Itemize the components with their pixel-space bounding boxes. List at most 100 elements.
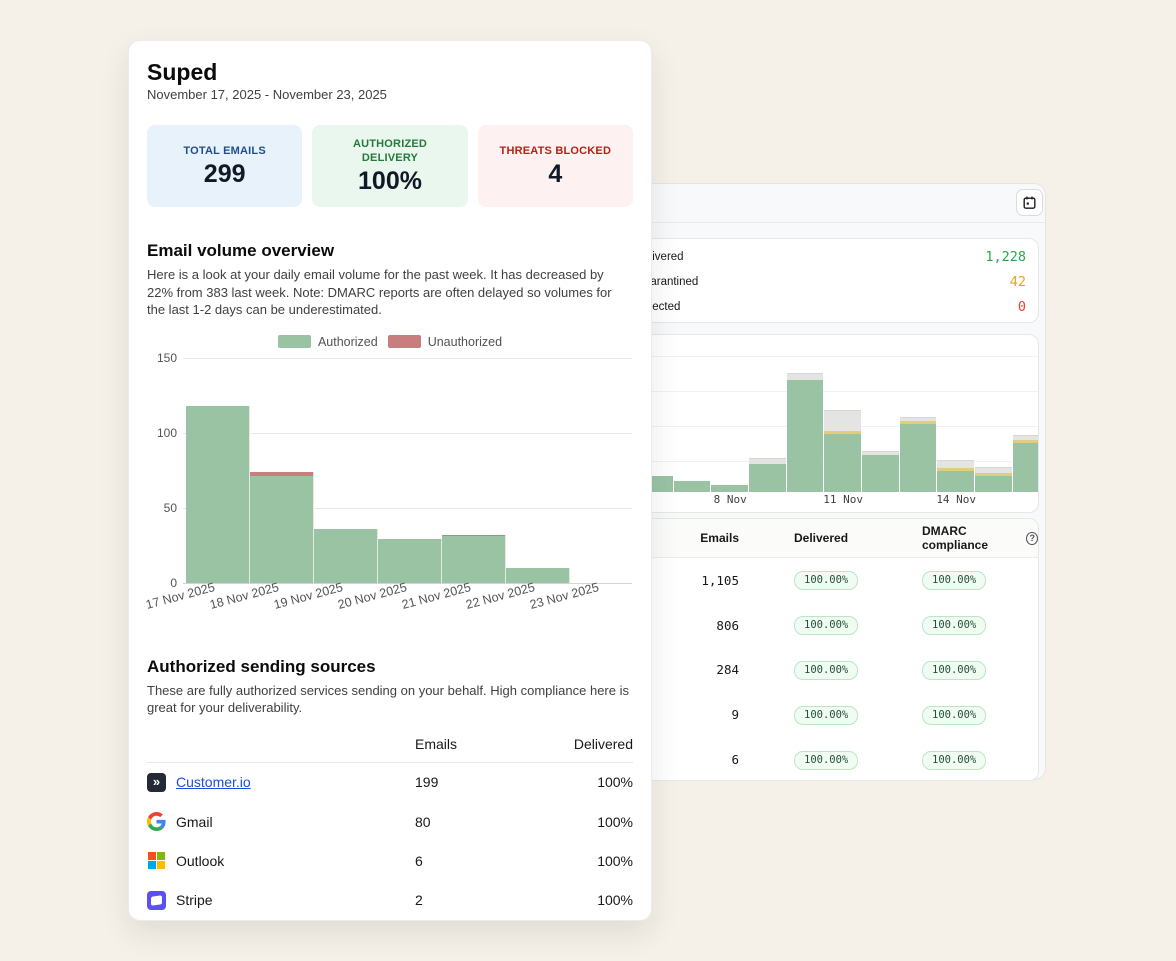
green-segment bbox=[673, 481, 711, 492]
calendar-icon bbox=[1022, 195, 1037, 210]
delivered-badge: 100.00% bbox=[794, 571, 859, 591]
authorized-segment bbox=[506, 567, 570, 583]
volume-bar bbox=[506, 567, 570, 583]
source-name: Outlook bbox=[176, 852, 225, 869]
legend-item-authorized: Authorized bbox=[277, 335, 378, 349]
table-row: 9 100.00% 100.00% bbox=[619, 692, 1038, 738]
volume-bar bbox=[442, 534, 506, 583]
emails-cell: 284 bbox=[716, 662, 739, 678]
dash-volume-bar bbox=[937, 460, 975, 492]
dash-volume-bar bbox=[786, 373, 824, 492]
dash-volume-bar bbox=[824, 410, 861, 492]
x-axis-label: 22 Nov 2025 bbox=[464, 579, 537, 612]
dashboard-chart-plot bbox=[619, 335, 1038, 492]
date-range-button[interactable] bbox=[1016, 189, 1043, 216]
dash-volume-bar bbox=[1012, 435, 1038, 492]
stat-value: 4 bbox=[548, 160, 563, 188]
authorized-segment bbox=[378, 539, 442, 583]
delivered-cell: 100% bbox=[597, 852, 633, 869]
green-segment bbox=[749, 464, 786, 492]
source-cell: Stripe bbox=[147, 890, 397, 910]
gray-segment bbox=[824, 410, 861, 431]
dash-stat-value: 42 bbox=[1009, 273, 1026, 290]
help-icon[interactable]: ? bbox=[1026, 531, 1038, 545]
source-cell: Gmail bbox=[147, 812, 397, 832]
email-volume-chart: 150 100 50 0 17 Nov 2025 18 Nov 2025 19 Nov 20… bbox=[144, 351, 633, 625]
dashboard-chart-x-axis: 8 Nov 11 Nov 14 Nov bbox=[619, 491, 1038, 512]
gmail-icon bbox=[147, 812, 166, 832]
dmarc-cell: 100.00% bbox=[868, 750, 1038, 770]
gridline bbox=[183, 507, 632, 509]
gray-segment bbox=[1012, 435, 1038, 440]
column-header-dmarc: DMARC compliance ? bbox=[868, 524, 1038, 552]
green-segment bbox=[975, 476, 1012, 492]
stat-total-emails: TOTAL EMAILS 299 bbox=[147, 125, 303, 207]
section-heading-volume: Email volume overview bbox=[147, 241, 335, 260]
delivered-badge: 100.00% bbox=[794, 660, 859, 680]
dash-stat-row-rejected: Rejected 0 bbox=[635, 294, 1026, 319]
table-row: » Customer.io 199 100% bbox=[147, 763, 633, 802]
x-axis-label: 19 Nov 2025 bbox=[272, 579, 345, 612]
summary-stats: TOTAL EMAILS 299 AUTHORIZED DELIVERY 100… bbox=[147, 125, 633, 207]
yellow-segment bbox=[824, 431, 861, 434]
green-segment bbox=[899, 424, 937, 492]
delivered-cell: 100.00% bbox=[739, 750, 868, 770]
emails-cell: 80 bbox=[415, 813, 431, 830]
green-segment bbox=[862, 455, 899, 492]
emails-cell: 2 bbox=[415, 892, 423, 909]
stat-authorized-delivery: AUTHORIZED DELIVERY 100% bbox=[312, 125, 468, 207]
source-link[interactable]: Customer.io bbox=[176, 774, 251, 791]
volume-bar bbox=[378, 539, 442, 583]
customerio-icon: » bbox=[147, 772, 166, 792]
emails-cell: 806 bbox=[716, 617, 739, 633]
gray-segment bbox=[975, 467, 1012, 473]
green-segment bbox=[786, 380, 824, 492]
table-row: Gmail 80 100% bbox=[147, 802, 633, 841]
dash-volume-bar bbox=[975, 467, 1012, 492]
dashboard-table-panel: Emails Delivered DMARC compliance ? 1,10… bbox=[618, 518, 1039, 781]
stat-label: TOTAL EMAILS bbox=[183, 145, 266, 157]
gray-segment bbox=[937, 460, 975, 468]
volume-bar bbox=[186, 405, 250, 583]
dashboard-table-header: Emails Delivered DMARC compliance ? bbox=[619, 519, 1038, 558]
column-header-delivered: Delivered bbox=[573, 736, 633, 752]
dashboard-window: Delivered 1,228 Quarantined 42 Rejected … bbox=[600, 183, 1046, 781]
table-row: Stripe 2 100% bbox=[147, 881, 633, 920]
unauthorized-swatch-icon bbox=[387, 335, 421, 348]
gray-segment bbox=[749, 458, 786, 464]
section-description-volume: Here is a look at your daily email volum… bbox=[147, 267, 612, 317]
sources-table-header: Emails Delivered bbox=[147, 735, 633, 763]
dash-volume-bar bbox=[711, 485, 748, 492]
table-row: 6 100.00% 100.00% bbox=[619, 737, 1038, 780]
x-axis-label: 21 Nov 2025 bbox=[400, 579, 473, 612]
x-axis-label: 11 Nov bbox=[823, 493, 864, 506]
authorized-segment bbox=[314, 528, 378, 583]
table-row: 806 100.00% 100.00% bbox=[619, 602, 1038, 648]
dmarc-badge: 100.00% bbox=[922, 616, 987, 636]
yellow-segment bbox=[899, 421, 937, 424]
stripe-icon bbox=[147, 890, 166, 910]
y-axis-tick: 100 bbox=[156, 425, 177, 440]
emails-cell: 199 bbox=[415, 774, 439, 791]
dashboard-toolbar bbox=[601, 184, 1045, 223]
chart-legend: Authorized Unauthorized bbox=[147, 335, 633, 349]
volume-bar bbox=[314, 528, 378, 583]
gray-segment bbox=[786, 373, 824, 380]
dash-volume-bar bbox=[899, 417, 937, 492]
dmarc-badge: 100.00% bbox=[922, 571, 987, 591]
volume-bar bbox=[250, 471, 314, 583]
delivered-badge: 100.00% bbox=[794, 616, 859, 636]
gridline bbox=[183, 582, 632, 584]
yellow-segment bbox=[1012, 440, 1038, 443]
green-segment bbox=[937, 471, 975, 492]
legend-item-unauthorized: Unauthorized bbox=[387, 335, 502, 349]
dmarc-badge: 100.00% bbox=[922, 750, 987, 770]
dash-stat-value: 0 bbox=[1017, 298, 1026, 315]
dash-stat-row-delivered: Delivered 1,228 bbox=[635, 244, 1026, 269]
delivered-cell: 100% bbox=[597, 813, 633, 830]
green-segment bbox=[711, 485, 748, 492]
x-axis-label: 8 Nov bbox=[713, 493, 747, 506]
dash-volume-bar bbox=[862, 451, 899, 492]
column-header-emails: Emails bbox=[415, 736, 458, 752]
gridline bbox=[619, 356, 1038, 357]
